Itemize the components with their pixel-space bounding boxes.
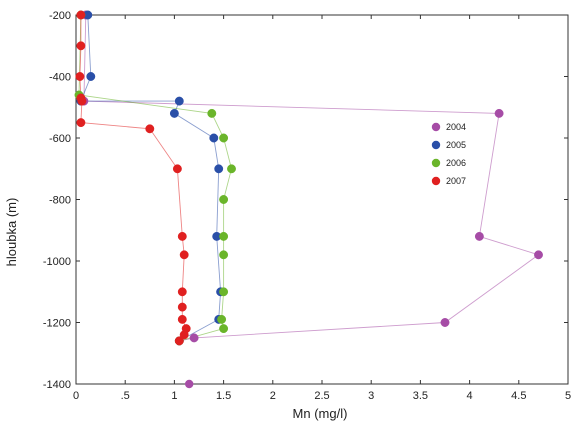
legend-marker-2006 bbox=[431, 158, 441, 168]
data-point-2007 bbox=[179, 250, 189, 260]
y-axis-ticks: -200 -400 -600 -800 -1000 -1200 -1400 bbox=[43, 10, 568, 391]
data-point-2004 bbox=[440, 318, 450, 327]
data-point-2007 bbox=[76, 10, 86, 20]
x-tick-label: 1 bbox=[171, 390, 177, 402]
data-point-2007 bbox=[177, 314, 187, 324]
x-tick-label: 2.5 bbox=[314, 390, 329, 402]
series-line-2006 bbox=[78, 14, 232, 342]
y-axis-label: hloubka (m) bbox=[4, 198, 19, 267]
data-point-2006 bbox=[217, 314, 227, 324]
x-axis-label: Mn (mg/l) bbox=[293, 406, 348, 421]
y-tick-label: -800 bbox=[49, 195, 71, 207]
y-tick-label: -1200 bbox=[43, 318, 71, 330]
data-point-2007 bbox=[75, 72, 85, 81]
data-point-2005 bbox=[86, 72, 96, 81]
y-tick-label: -1400 bbox=[43, 379, 71, 391]
x-tick-label: 4.5 bbox=[511, 390, 526, 402]
data-point-2006 bbox=[219, 133, 229, 143]
legend: 2004 2005 2006 2007 bbox=[431, 122, 466, 186]
data-point-2004 bbox=[534, 250, 543, 260]
legend-marker-2007 bbox=[431, 176, 441, 186]
data-point-2007 bbox=[145, 124, 155, 134]
data-point-2006 bbox=[219, 287, 229, 297]
x-tick-label: 0 bbox=[73, 390, 79, 402]
data-point-2006 bbox=[219, 231, 229, 241]
data-point-2005 bbox=[174, 96, 184, 106]
data-point-2004 bbox=[185, 379, 194, 389]
data-point-2004 bbox=[189, 333, 199, 343]
legend-label-2004: 2004 bbox=[446, 122, 466, 132]
data-point-2007 bbox=[177, 231, 187, 241]
data-point-2007 bbox=[177, 302, 187, 312]
legend-label-2007: 2007 bbox=[446, 176, 466, 186]
data-point-2005 bbox=[169, 108, 179, 118]
legend-marker-2005 bbox=[431, 140, 441, 150]
legend-label-2005: 2005 bbox=[446, 140, 466, 150]
data-point-2007 bbox=[174, 336, 184, 346]
x-tick-label: 4 bbox=[467, 390, 473, 402]
data-point-2007 bbox=[76, 41, 86, 51]
data-point-2007 bbox=[77, 96, 87, 106]
series-line-2005 bbox=[80, 14, 222, 342]
data-point-2006 bbox=[219, 250, 229, 260]
data-point-2007 bbox=[177, 287, 187, 297]
data-point-2006 bbox=[227, 164, 236, 174]
y-tick-label: -200 bbox=[49, 10, 71, 22]
legend-marker-2004 bbox=[431, 122, 441, 132]
data-point-2006 bbox=[207, 108, 217, 118]
plot-border bbox=[75, 14, 569, 385]
series-line-2007 bbox=[79, 15, 187, 342]
data-point-2004 bbox=[494, 108, 504, 118]
data-point-2007 bbox=[76, 118, 86, 128]
data-point-2005 bbox=[214, 164, 224, 174]
data-point-2006 bbox=[219, 324, 229, 334]
x-tick-label: 5 bbox=[565, 390, 571, 402]
x-tick-label: 2 bbox=[270, 390, 276, 402]
x-tick-label: .5 bbox=[121, 390, 130, 402]
x-tick-label: 1.5 bbox=[216, 390, 231, 402]
plot-frame bbox=[75, 14, 569, 385]
x-axis-ticks: 0 .5 1 1.5 2 2.5 3 3.5 4 4.5 5 bbox=[73, 15, 571, 402]
data-point-2004 bbox=[474, 231, 484, 241]
data-point-2006 bbox=[219, 195, 229, 204]
y-tick-label: -400 bbox=[49, 72, 71, 84]
x-tick-label: 3.5 bbox=[413, 390, 428, 402]
data-point-2007 bbox=[172, 164, 182, 174]
series-line-2004 bbox=[83, 14, 540, 342]
y-tick-label: -600 bbox=[49, 133, 71, 145]
legend-label-2006: 2006 bbox=[446, 158, 466, 168]
data-point-2007 bbox=[179, 330, 189, 340]
y-tick-label: -1000 bbox=[43, 256, 71, 268]
data-point-2005 bbox=[209, 133, 219, 143]
series-layer bbox=[74, 10, 543, 389]
x-tick-label: 3 bbox=[368, 390, 374, 402]
